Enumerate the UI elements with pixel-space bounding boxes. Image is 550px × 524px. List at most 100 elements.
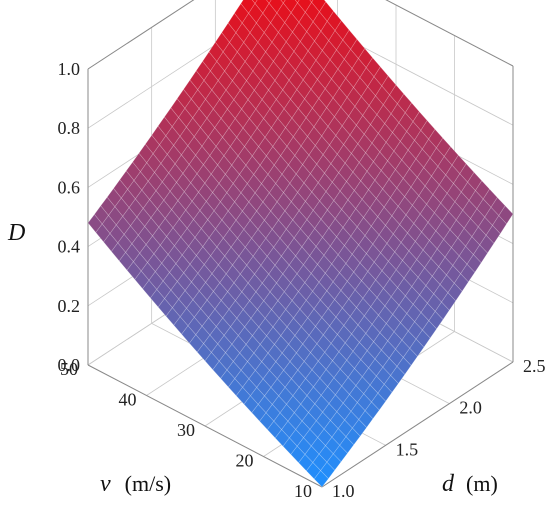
surface-patch xyxy=(259,155,275,175)
surface-patch xyxy=(273,412,289,431)
surface-patch xyxy=(225,80,241,101)
surface-patch xyxy=(201,136,217,157)
surface-patch xyxy=(268,183,284,203)
surface-patch xyxy=(443,229,459,249)
z-tick-label: 0.6 xyxy=(58,177,81,197)
surface-patch xyxy=(242,300,258,319)
surface-patch xyxy=(306,462,321,480)
surface-patch xyxy=(439,274,455,294)
surface-patch xyxy=(388,348,404,367)
surface-patch xyxy=(326,453,342,471)
surface-patch xyxy=(268,264,284,284)
surface-patch xyxy=(281,420,297,439)
surface-patch xyxy=(229,219,245,239)
surface-patch xyxy=(446,183,462,203)
surface-patch xyxy=(286,317,302,336)
surface-patch xyxy=(232,173,248,194)
surface-patch xyxy=(144,217,160,237)
surface-patch xyxy=(263,291,279,310)
surface-patch xyxy=(280,60,296,81)
surface-patch xyxy=(319,369,335,388)
surface-patch xyxy=(271,219,287,239)
surface-patch xyxy=(329,236,345,256)
axis-labels: D v (m/s) d (m) xyxy=(7,220,498,497)
surface-patch xyxy=(421,221,437,241)
surface-patch xyxy=(196,164,212,184)
surface-patch xyxy=(424,175,440,196)
surface-patch xyxy=(320,20,336,42)
surface-patch xyxy=(183,79,199,100)
surface-patch xyxy=(235,22,251,43)
surface-patch xyxy=(297,360,313,379)
surface-patch xyxy=(360,170,376,191)
surface-patch xyxy=(237,228,252,248)
surface-patch xyxy=(179,209,194,229)
surface-patch xyxy=(371,392,387,411)
surface-patch xyxy=(333,368,349,387)
surface-patch xyxy=(305,107,321,128)
surface-patch xyxy=(158,217,174,237)
surface-patch xyxy=(383,278,398,298)
surface-patch xyxy=(392,304,408,324)
surface-patch xyxy=(363,124,379,144)
surface-patch xyxy=(349,307,365,326)
z-tick-label: 0.0 xyxy=(58,355,81,375)
surface-patch xyxy=(303,352,319,371)
surface-patch xyxy=(421,138,437,159)
surface-patch xyxy=(192,108,208,129)
y-tick-label: 30 xyxy=(177,420,195,440)
surface-patch xyxy=(95,223,111,243)
surface-patch xyxy=(434,301,450,321)
y-axis-label: v (m/s) xyxy=(100,471,171,497)
y-axis-name: v xyxy=(100,471,111,497)
surface-patch xyxy=(401,149,417,170)
surface-patch xyxy=(282,79,298,100)
surface-patch xyxy=(298,453,314,472)
surface-patch xyxy=(303,255,318,274)
y-tick-label: 20 xyxy=(236,451,254,471)
surface-patch xyxy=(457,227,473,247)
surface-patch xyxy=(317,172,333,193)
surface-patch xyxy=(396,356,412,375)
surface-patch xyxy=(207,210,223,230)
surface-patch xyxy=(377,383,393,402)
surface-patch xyxy=(277,108,293,129)
surface-patch xyxy=(390,103,406,124)
surface-patch xyxy=(423,157,439,177)
surface-patch xyxy=(333,190,349,210)
surface-patch xyxy=(211,80,227,101)
surface-patch xyxy=(229,136,245,157)
x-tick-label: 1.0 xyxy=(332,481,355,501)
surface-patch xyxy=(87,213,103,233)
surface-patch xyxy=(393,322,409,341)
surface-patch xyxy=(233,89,249,110)
surface-patch xyxy=(485,224,501,244)
surface-patch xyxy=(270,201,286,221)
surface-patch xyxy=(260,70,276,91)
surface-plot xyxy=(87,0,514,488)
x-axis-name: d xyxy=(442,471,455,497)
surface-patch xyxy=(289,429,304,447)
surface-patch xyxy=(304,445,320,463)
surface-patch xyxy=(259,412,275,431)
surface-patch xyxy=(368,95,384,116)
surface-patch xyxy=(379,141,395,162)
surface-patch xyxy=(387,331,403,350)
surface-patch xyxy=(228,117,244,138)
surface-patch xyxy=(261,352,277,371)
surface-patch xyxy=(300,395,316,413)
surface-patch xyxy=(445,164,461,184)
surface-patch xyxy=(212,360,228,379)
surface-patch xyxy=(415,329,431,348)
y-axis-unit: (m/s) xyxy=(125,471,171,496)
surface-patch xyxy=(363,384,379,403)
surface-patch xyxy=(314,218,330,238)
surface-patch xyxy=(186,117,201,138)
surface-patch xyxy=(210,164,226,184)
surface-patch xyxy=(266,60,282,82)
surface-patch xyxy=(198,281,214,301)
surface-patch xyxy=(399,214,415,234)
surface-patch xyxy=(438,256,454,276)
box-edge xyxy=(87,364,323,488)
